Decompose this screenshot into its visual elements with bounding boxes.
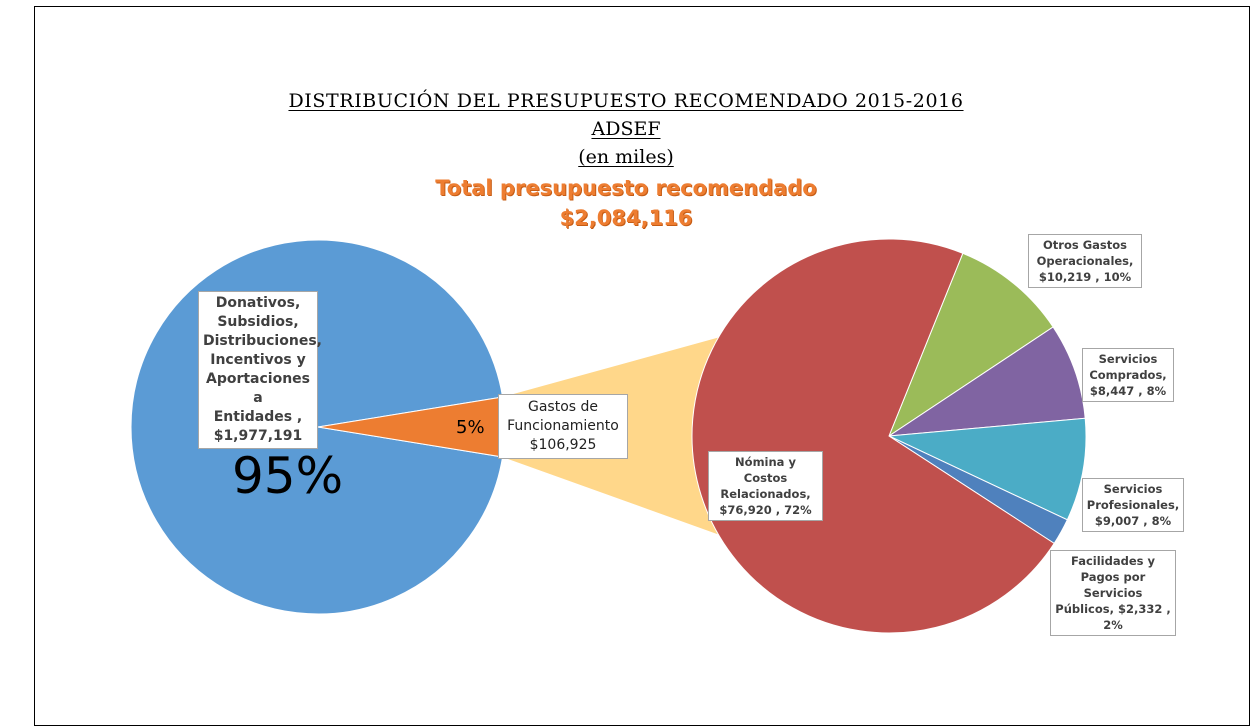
- pie-slice-otros: [887, 252, 1054, 438]
- chart-unit: (en miles): [578, 146, 674, 168]
- pie-of-pie-chart: [130, 238, 1087, 634]
- pie-slice-profesionales: [887, 417, 1087, 521]
- otros-data-label: Otros Gastos Operacionales, $10,219 , 10…: [1028, 234, 1142, 288]
- comprados-data-label: Servicios Comprados, $8,447 , 8%: [1082, 348, 1174, 402]
- total-value: $2,084,116: [559, 206, 693, 230]
- facilidades-data-label: Facilidades y Pagos por Servicios Públic…: [1050, 550, 1176, 636]
- gastos-data-label: Gastos de Funcionamiento $106,925: [498, 394, 628, 459]
- chart-subtitle: ADSEF: [591, 118, 661, 140]
- gastos-percent-label: 5%: [456, 417, 485, 438]
- profesionales-data-label: Servicios Profesionales, $9,007 , 8%: [1082, 478, 1184, 532]
- pie-slice-nomina: [691, 238, 1055, 634]
- total-label: Total presupuesto recomendado: [435, 176, 817, 200]
- pie-slice-comprados: [888, 326, 1086, 437]
- chart-title: DISTRIBUCIÓN DEL PRESUPUESTO RECOMENDADO…: [288, 90, 964, 112]
- donativos-data-label: Donativos, Subsidios, Distribuciones, In…: [198, 291, 322, 449]
- nomina-data-label: Nómina y Costos Relacionados, $76,920 , …: [708, 451, 823, 521]
- donativos-percent-label: 95%: [232, 447, 344, 505]
